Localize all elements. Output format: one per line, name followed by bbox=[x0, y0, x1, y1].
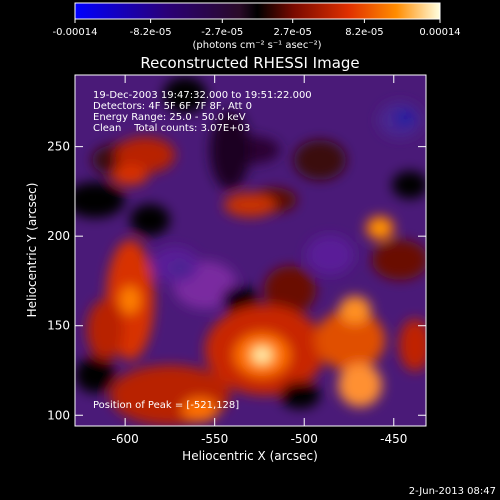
emission-blob bbox=[256, 350, 268, 360]
colorbar-tick-label: 8.2e-05 bbox=[345, 27, 383, 38]
emission-blob bbox=[75, 182, 125, 218]
emission-blob bbox=[392, 171, 426, 199]
heatmap-image bbox=[75, 75, 426, 426]
x-tick-label: -500 bbox=[291, 432, 318, 446]
emission-blob bbox=[264, 266, 316, 314]
emission-blob bbox=[315, 310, 385, 370]
y-tick-label: 150 bbox=[47, 319, 70, 333]
emission-blob bbox=[395, 110, 415, 126]
emission-blob bbox=[399, 319, 426, 371]
emission-blob bbox=[294, 140, 346, 180]
plot-frame bbox=[74, 74, 427, 427]
colorbar-tick-label: -0.00014 bbox=[53, 27, 98, 38]
x-axis-ticks: -600 -550 -500 -450 bbox=[112, 75, 407, 446]
emission-blob bbox=[339, 296, 371, 324]
emission-blob bbox=[130, 204, 170, 236]
annotation-time-range: 19-Dec-2003 19:47:32.000 to 19:51:22.000 bbox=[93, 90, 312, 101]
emission-blob bbox=[115, 137, 175, 173]
x-axis-label: Heliocentric X (arcsec) bbox=[182, 449, 318, 463]
y-tick-label: 200 bbox=[47, 229, 70, 243]
chart-title: Reconstructed RHESSI Image bbox=[140, 54, 359, 72]
emission-blobs bbox=[75, 77, 426, 425]
emission-blob bbox=[210, 110, 250, 190]
emission-blob bbox=[306, 235, 354, 275]
emission-blob bbox=[163, 77, 207, 113]
annotation-clean-counts: Clean Total counts: 3.07E+03 bbox=[93, 123, 250, 134]
emission-blob bbox=[75, 357, 115, 393]
emission-blob bbox=[182, 398, 218, 422]
x-tick-label: -550 bbox=[201, 432, 228, 446]
emission-blob bbox=[170, 260, 190, 276]
y-axis-ticks: 100 150 200 250 bbox=[47, 140, 426, 422]
y-tick-label: 250 bbox=[47, 140, 70, 154]
emission-blob bbox=[120, 286, 140, 314]
colorbar bbox=[74, 2, 441, 20]
colorbar-ticks: -0.00014 -8.2e-05 -2.7e-05 2.7e-05 8.2e-05 0.… bbox=[53, 19, 461, 38]
colorbar-tick-label: 2.7e-05 bbox=[274, 27, 312, 38]
x-tick-label: -600 bbox=[112, 432, 139, 446]
colorbar-label: (photons cm⁻² s⁻¹ asec⁻²) bbox=[192, 40, 321, 51]
annotation-peak-position: Position of Peak = [-521,128] bbox=[93, 400, 239, 411]
colorbar-tick-label: 0.00014 bbox=[419, 27, 460, 38]
emission-blob bbox=[338, 363, 382, 407]
emission-blob bbox=[224, 193, 276, 217]
colorbar-tick-label: -8.2e-05 bbox=[130, 27, 172, 38]
annotation-energy-range: Energy Range: 25.0 - 50.0 keV bbox=[93, 112, 246, 123]
date-stamp: 2-Jun-2013 08:47 bbox=[409, 486, 496, 497]
y-tick-label: 100 bbox=[47, 408, 70, 422]
y-axis-label: Heliocentric Y (arcsec) bbox=[25, 183, 39, 318]
emission-blob bbox=[372, 240, 426, 280]
x-tick-label: -450 bbox=[380, 432, 407, 446]
emission-blob bbox=[280, 381, 320, 409]
annotation-detectors: Detectors: 4F 5F 6F 7F 8F, Att 0 bbox=[93, 101, 252, 112]
emission-blob bbox=[112, 165, 148, 185]
colorbar-tick-label: -2.7e-05 bbox=[201, 27, 243, 38]
emission-blob bbox=[374, 223, 386, 233]
emission-blob bbox=[87, 300, 123, 360]
